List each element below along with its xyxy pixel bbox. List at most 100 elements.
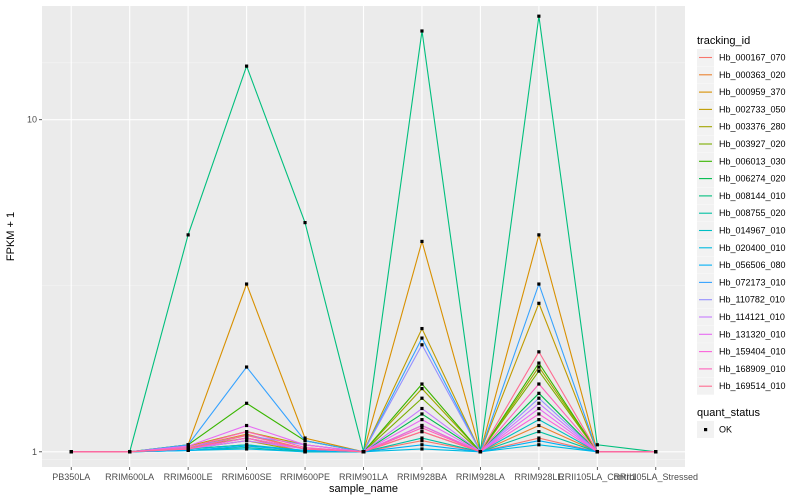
legend-label: Hb_169514_010 xyxy=(719,381,786,391)
x-tick-label: RRIM928LE xyxy=(514,472,563,482)
data-point xyxy=(186,447,190,451)
x-tick-label: RRIM600PE xyxy=(280,472,330,482)
data-point xyxy=(303,447,307,451)
data-point xyxy=(303,436,307,440)
legend-label: Hb_003927_020 xyxy=(719,139,786,149)
data-point xyxy=(537,365,541,369)
data-point xyxy=(420,343,424,347)
data-point xyxy=(537,412,541,416)
x-tick-label: RRIM600LE xyxy=(164,472,213,482)
data-point xyxy=(244,439,249,443)
legend-label: Hb_159404_010 xyxy=(719,347,786,357)
legend-label: Hb_000363_020 xyxy=(719,70,786,80)
data-point xyxy=(244,365,249,369)
legend-label: Hb_014967_010 xyxy=(719,226,786,236)
data-point xyxy=(244,401,249,405)
shape-legend-title: quant_status xyxy=(697,407,760,419)
legend-label: Hb_000959_370 xyxy=(719,87,786,97)
data-point xyxy=(420,396,424,400)
data-points xyxy=(69,14,658,454)
axes: 1 10 PB350LA RRIM600LA RRIM600LE RRIM600SE RRI… xyxy=(27,115,698,482)
data-point xyxy=(244,444,249,448)
data-point xyxy=(420,382,424,386)
data-point xyxy=(420,406,424,411)
data-point xyxy=(244,447,249,451)
data-point xyxy=(537,361,541,365)
data-point xyxy=(420,412,424,416)
legend-label: Hb_056506_080 xyxy=(719,260,786,270)
x-tick-label: RRIM928LA xyxy=(456,472,505,482)
data-point xyxy=(595,450,599,454)
shape-legend-label: OK xyxy=(719,425,732,435)
data-point xyxy=(537,350,541,354)
shape-legend-marker xyxy=(704,428,708,432)
legend-label: Hb_008755_020 xyxy=(719,208,786,218)
data-point xyxy=(420,439,424,443)
x-tick-label: RRII105LA_Stressed xyxy=(613,472,698,482)
legend-label: Hb_072173_010 xyxy=(719,277,786,287)
data-point xyxy=(420,426,424,430)
data-point xyxy=(420,418,424,422)
data-point xyxy=(420,239,424,244)
data-point xyxy=(537,301,541,305)
data-point xyxy=(303,220,307,225)
legend-label: Hb_020400_010 xyxy=(719,243,786,253)
data-point xyxy=(537,423,541,428)
data-point xyxy=(537,14,541,18)
x-axis-title: sample_name xyxy=(329,483,398,495)
data-point xyxy=(420,447,424,451)
x-tick-label: RRIM928BA xyxy=(397,472,447,482)
data-point xyxy=(128,450,132,454)
legend-label: Hb_168909_010 xyxy=(719,364,786,374)
data-point xyxy=(537,401,541,405)
data-point xyxy=(244,436,249,440)
x-tick-label: PB350LA xyxy=(52,472,90,482)
data-point xyxy=(537,443,541,447)
legend-label: Hb_131320_010 xyxy=(719,329,786,339)
data-point xyxy=(537,396,541,400)
data-point xyxy=(537,406,541,411)
data-point xyxy=(361,450,366,454)
data-point xyxy=(420,336,424,340)
y-axis-title: FPKM + 1 xyxy=(5,212,17,261)
data-point xyxy=(420,386,424,391)
x-tick-label: RRII105LA_Control xyxy=(558,472,636,482)
data-point xyxy=(537,382,541,386)
data-point xyxy=(244,282,249,286)
data-point xyxy=(69,450,73,454)
y-tick-label: 1 xyxy=(32,447,37,457)
legend-title: tracking_id xyxy=(697,35,750,47)
data-point xyxy=(420,326,424,331)
y-tick-label: 10 xyxy=(27,115,37,125)
legend-label: Hb_114121_010 xyxy=(719,312,785,322)
legend-label: Hb_002733_050 xyxy=(719,104,786,114)
legend-label: Hb_003376_280 xyxy=(719,122,786,132)
data-point xyxy=(303,443,307,447)
data-point xyxy=(420,430,424,434)
data-point xyxy=(420,29,424,33)
data-point xyxy=(420,443,424,447)
data-point xyxy=(595,443,599,447)
data-point xyxy=(244,430,249,434)
data-point xyxy=(654,450,658,454)
data-point xyxy=(537,430,541,434)
data-point xyxy=(537,436,541,440)
x-tick-label: RRIM901LA xyxy=(339,472,388,482)
data-point xyxy=(420,423,424,428)
x-tick-label: RRIM600LA xyxy=(105,472,154,482)
data-point xyxy=(537,233,541,237)
legend: tracking_id quant_status Hb_000167_070 Hb… xyxy=(697,35,786,438)
legend-label: Hb_110782_010 xyxy=(719,295,785,305)
data-point xyxy=(303,439,307,443)
legend-label: Hb_008144_010 xyxy=(719,191,786,201)
data-point xyxy=(537,439,541,443)
data-point xyxy=(537,282,541,286)
legend-label: Hb_000167_070 xyxy=(719,53,786,63)
data-point xyxy=(244,64,249,68)
data-point xyxy=(537,391,541,395)
data-point xyxy=(537,369,541,373)
data-point xyxy=(537,418,541,422)
data-point xyxy=(478,450,483,454)
legend-label: Hb_006274_020 xyxy=(719,174,786,184)
